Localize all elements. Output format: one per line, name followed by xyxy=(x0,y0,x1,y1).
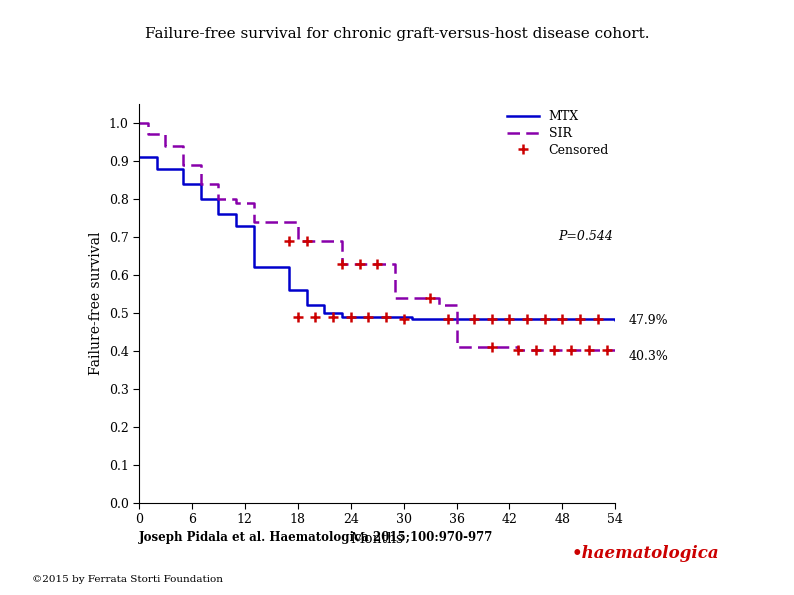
Text: P=0.544: P=0.544 xyxy=(558,230,613,243)
Text: •haematologica: •haematologica xyxy=(572,545,719,562)
Y-axis label: Failure-free survival: Failure-free survival xyxy=(89,231,103,375)
X-axis label: Months: Months xyxy=(351,532,403,546)
Text: Failure-free survival for chronic graft-versus-host disease cohort.: Failure-free survival for chronic graft-… xyxy=(145,27,649,41)
Text: ©2015 by Ferrata Storti Foundation: ©2015 by Ferrata Storti Foundation xyxy=(32,575,223,584)
Text: 40.3%: 40.3% xyxy=(629,350,669,363)
Legend: MTX, SIR, Censored: MTX, SIR, Censored xyxy=(507,111,609,157)
Text: 47.9%: 47.9% xyxy=(629,314,669,327)
Text: Joseph Pidala et al. Haematologica 2015;100:970-977: Joseph Pidala et al. Haematologica 2015;… xyxy=(139,531,493,544)
